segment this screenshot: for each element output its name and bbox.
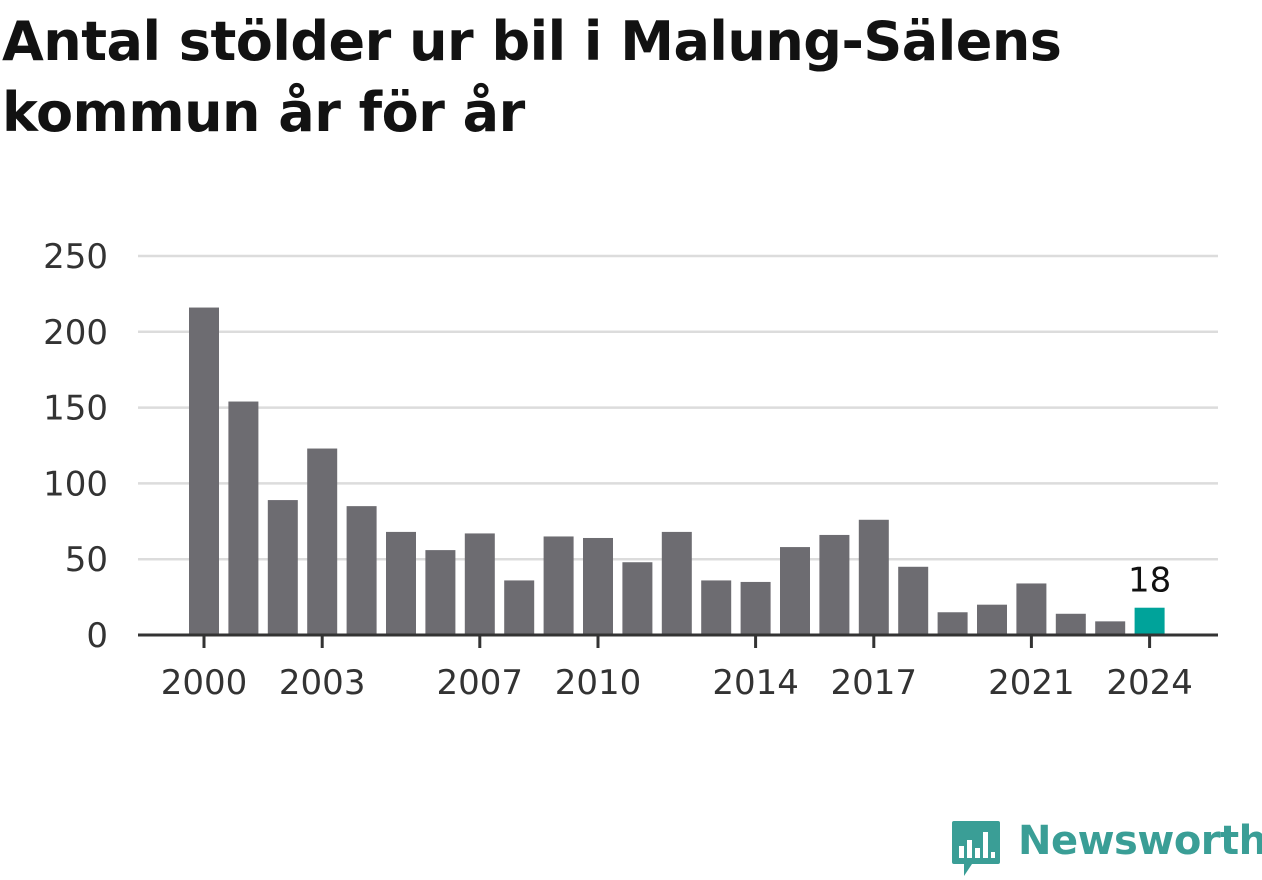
bar-2024 — [1134, 607, 1165, 635]
y-tick-label-200: 200 — [43, 313, 108, 353]
brand-name: Newsworthy — [1018, 818, 1262, 864]
bar-2023 — [1095, 621, 1126, 635]
bar-2018 — [898, 566, 929, 635]
bar-2001 — [228, 401, 259, 635]
bar-2009 — [543, 536, 574, 635]
bar-2013 — [701, 580, 732, 635]
grid-lines — [138, 254, 1218, 561]
bar-2020 — [977, 604, 1007, 635]
bar-2000 — [189, 307, 219, 635]
bar-2007 — [464, 533, 495, 635]
bar-2019 — [937, 612, 968, 635]
data-labels: 18 — [1128, 561, 1171, 601]
bar-2005 — [386, 531, 416, 635]
bar-2004 — [346, 506, 377, 635]
bar-2021 — [1016, 583, 1047, 635]
x-tick-label-2021: 2021 — [988, 663, 1075, 703]
x-tick-label-2003: 2003 — [279, 663, 366, 703]
bar-2015 — [780, 547, 810, 635]
bar-2014 — [740, 581, 771, 635]
data-label-2024: 18 — [1128, 561, 1171, 601]
y-tick-label-150: 150 — [43, 389, 108, 429]
x-tick-label-2017: 2017 — [831, 663, 918, 703]
y-tick-label-50: 50 — [65, 540, 108, 580]
y-tick-label-100: 100 — [43, 464, 108, 504]
bar-2022 — [1055, 613, 1086, 635]
chart-title: Antal stölder ur bil i Malung-Sälens kom… — [2, 10, 1062, 144]
y-tick-labels: 0 50 100 150 200 250 — [43, 237, 108, 656]
x-tick-labels: 2000 2003 2007 2010 2014 2017 2021 2024 — [161, 663, 1193, 703]
y-tick-label-250: 250 — [43, 237, 108, 277]
bar-chart-speech-bubble-icon — [952, 821, 1000, 876]
x-tick-label-2014: 2014 — [712, 663, 799, 703]
bar-2008 — [504, 580, 535, 635]
bar-2010 — [583, 537, 613, 635]
bar-2006 — [425, 550, 456, 635]
x-tick-label-2010: 2010 — [555, 663, 642, 703]
bar-2016 — [819, 534, 850, 635]
x-axis — [138, 633, 1218, 648]
y-tick-label-0: 0 — [86, 616, 108, 656]
x-tick-label-2007: 2007 — [437, 663, 524, 703]
bar-2012 — [661, 531, 692, 635]
x-tick-label-2000: 2000 — [161, 663, 248, 703]
x-tick-label-2024: 2024 — [1106, 663, 1193, 703]
bar-2003 — [307, 448, 338, 635]
bars — [189, 307, 1165, 635]
bar-2017 — [858, 519, 889, 635]
bar-2002 — [267, 500, 298, 635]
bar-2011 — [622, 562, 653, 635]
